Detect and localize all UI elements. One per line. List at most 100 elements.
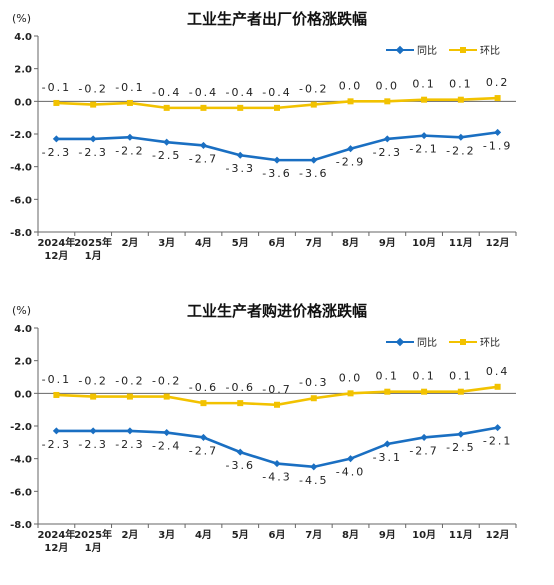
legend-item-mom: 环比 [449, 334, 500, 349]
y-tick-label: -2.0 [10, 130, 32, 141]
y-tick-label: -8.0 [10, 228, 32, 239]
x-tick-label: 10月 [412, 529, 436, 541]
data-label: -2.3 [42, 146, 71, 159]
data-point [274, 104, 280, 111]
x-tick-label: 2025年 1月 [74, 236, 112, 262]
legend-item-mom: 环比 [449, 42, 500, 57]
data-label: -0.1 [42, 81, 71, 94]
data-point [236, 151, 244, 159]
data-point [457, 430, 465, 438]
data-label: -3.6 [262, 167, 291, 180]
x-tick-label: 2024年 12月 [37, 236, 75, 262]
data-label: 0.0 [376, 79, 400, 92]
data-label: -2.7 [409, 444, 438, 457]
data-label: -0.4 [152, 86, 181, 99]
x-tick-label: 9月 [379, 529, 396, 541]
data-point [421, 388, 428, 395]
data-label: -2.3 [78, 146, 107, 159]
data-label: -4.0 [336, 466, 365, 479]
data-label: -2.2 [115, 144, 144, 157]
data-point [457, 133, 465, 141]
data-label: -0.2 [152, 375, 181, 388]
data-label: -2.2 [446, 144, 475, 157]
unit-label: (%) [12, 304, 32, 317]
data-point [90, 393, 97, 400]
x-tick-label: 7月 [305, 529, 322, 541]
data-point [384, 388, 391, 395]
legend-label: 环比 [480, 46, 500, 57]
data-point [347, 145, 355, 153]
data-label: -2.5 [446, 441, 475, 454]
data-point [163, 393, 170, 400]
data-label: -3.1 [373, 451, 402, 464]
x-tick-label: 9月 [379, 237, 396, 249]
legend-swatch-yoy [386, 45, 414, 55]
data-label: 0.0 [339, 371, 363, 384]
x-tick-label: 3月 [158, 529, 175, 541]
data-point [237, 104, 244, 111]
data-point [52, 427, 60, 435]
data-point [236, 448, 244, 456]
data-point [310, 395, 317, 402]
data-point [199, 433, 207, 441]
data-label: -0.6 [189, 381, 218, 394]
data-point [420, 433, 428, 441]
data-point [310, 463, 318, 471]
y-tick-label: 0.0 [14, 389, 32, 400]
data-label: -0.4 [189, 86, 218, 99]
data-label: -0.7 [262, 383, 291, 396]
x-tick-label: 11月 [449, 237, 473, 249]
legend-label: 同比 [417, 338, 437, 349]
data-label: -2.7 [189, 152, 218, 165]
data-label: 0.1 [449, 78, 473, 91]
data-label: -3.6 [225, 459, 254, 472]
data-point [273, 460, 281, 468]
chart-title: 工业生产者购进价格涨跌幅 [186, 302, 367, 320]
data-label: -2.3 [115, 438, 144, 451]
y-tick-label: 2.0 [14, 65, 32, 76]
y-tick-label: 0.0 [14, 97, 32, 108]
data-point [90, 101, 97, 108]
data-point [347, 390, 354, 397]
data-label: -2.7 [189, 444, 218, 457]
x-tick-label: 5月 [232, 237, 249, 249]
data-label: -0.3 [299, 376, 328, 389]
data-point [347, 98, 354, 105]
data-point [199, 141, 207, 149]
y-tick-label: -4.0 [10, 163, 32, 174]
data-point [383, 135, 391, 143]
data-label: -4.5 [299, 474, 328, 487]
legend-swatch-mom [449, 45, 477, 55]
legend-swatch-yoy [386, 337, 414, 347]
y-tick-label: -8.0 [10, 520, 32, 531]
data-point [126, 427, 134, 435]
x-tick-label: 6月 [269, 237, 286, 249]
x-tick-label: 2月 [121, 529, 138, 541]
legend-label: 环比 [480, 338, 500, 349]
data-label: -4.3 [262, 471, 291, 484]
data-point [89, 135, 97, 143]
data-label: -0.2 [115, 375, 144, 388]
data-point [310, 156, 318, 164]
x-tick-label: 10月 [412, 237, 436, 249]
y-tick-label: -4.0 [10, 455, 32, 466]
data-label: -2.1 [409, 143, 438, 156]
legend-swatch-mom [449, 337, 477, 347]
data-point [53, 99, 60, 106]
data-label: 0.1 [449, 370, 473, 383]
x-tick-label: 11月 [449, 529, 473, 541]
data-point [494, 95, 501, 102]
legend: 同比 环比 [386, 42, 500, 57]
legend: 同比 环比 [386, 334, 500, 349]
y-tick-label: 2.0 [14, 357, 32, 368]
data-point [126, 133, 134, 141]
data-point [384, 98, 391, 105]
x-tick-label: 8月 [342, 237, 359, 249]
legend-label: 同比 [417, 46, 437, 57]
data-label: -0.2 [78, 375, 107, 388]
chart-title: 工业生产者出厂价格涨跌幅 [186, 10, 367, 28]
data-label: -3.3 [225, 162, 254, 175]
x-tick-label: 3月 [158, 237, 175, 249]
y-tick-label: 4.0 [14, 324, 32, 335]
